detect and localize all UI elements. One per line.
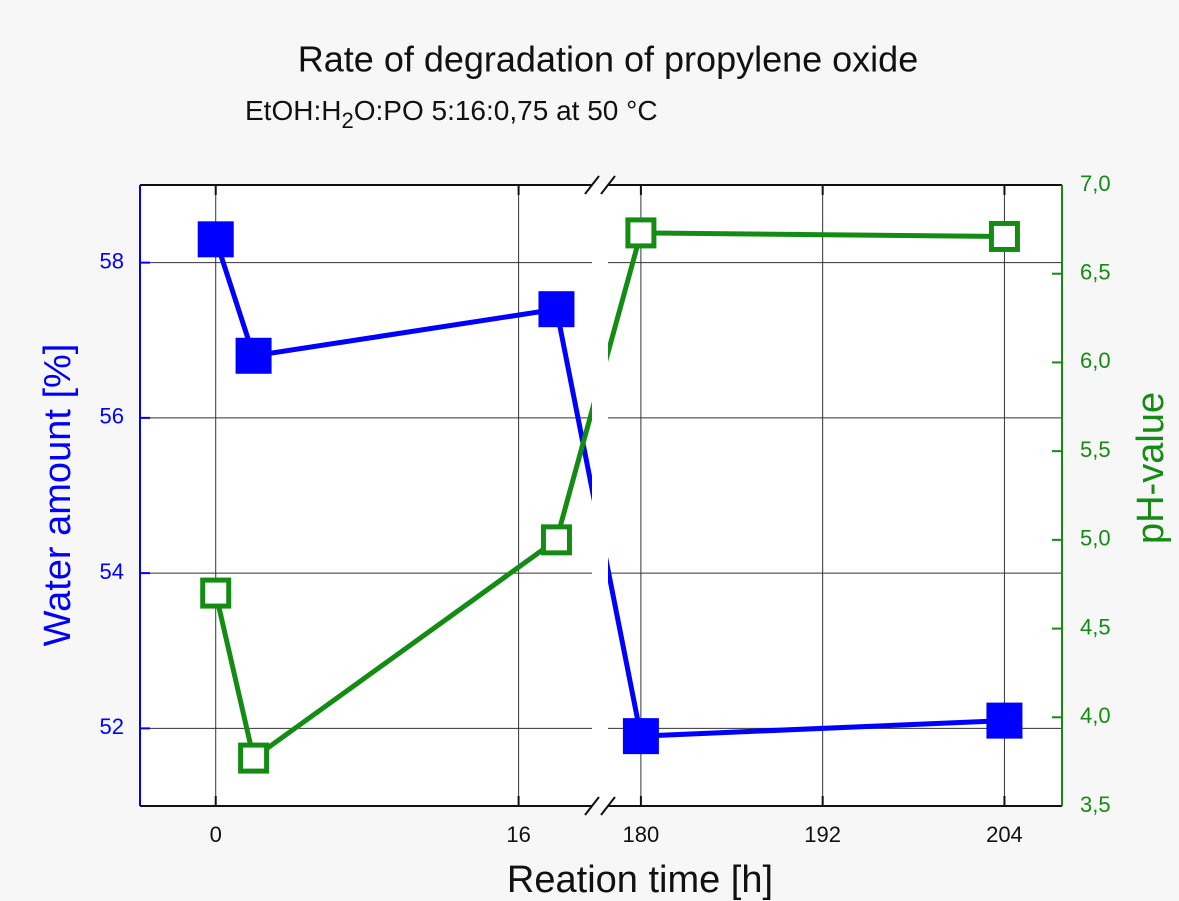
marker <box>540 524 572 556</box>
x-tick-label: 192 <box>804 822 841 847</box>
chart-title: Rate of degradation of propylene oxide <box>298 39 918 80</box>
marker <box>986 702 1023 739</box>
axis-break <box>592 183 608 808</box>
y2-tick-label: 6,0 <box>1080 348 1111 373</box>
y2-tick-label: 5,5 <box>1080 437 1111 462</box>
marker <box>238 742 270 774</box>
y2-tick-label: 5,0 <box>1080 526 1111 551</box>
break-mark <box>584 796 600 816</box>
marker <box>200 577 232 609</box>
y2-tick-label: 3,5 <box>1080 792 1111 817</box>
y-tick-label: 58 <box>100 248 124 273</box>
y2-axis-label: pH-value <box>1130 392 1172 544</box>
break-mark <box>600 175 616 195</box>
break-mark <box>600 796 616 816</box>
chart-subtitle: EtOH:H2O:PO 5:16:0,75 at 50 °C <box>245 95 658 132</box>
marker <box>622 718 659 755</box>
y-tick-label: 56 <box>100 404 124 429</box>
x-tick-label: 0 <box>210 822 222 847</box>
x-tick-label: 204 <box>986 822 1023 847</box>
y-tick-label: 54 <box>100 559 124 584</box>
y2-tick-label: 6,5 <box>1080 260 1111 285</box>
marker <box>197 221 234 258</box>
marker <box>625 217 657 249</box>
subtitle-part: O:PO 5:16:0,75 at 50 °C <box>354 95 658 126</box>
x-tick-label: 180 <box>623 822 660 847</box>
y2-tick-label: 7,0 <box>1080 171 1111 196</box>
marker <box>538 291 575 328</box>
x-tick-label: 16 <box>506 822 530 847</box>
subtitle-sub: 2 <box>341 108 353 133</box>
marker <box>988 220 1020 252</box>
y2-tick-label: 4,5 <box>1080 614 1111 639</box>
x-axis-label: Reation time [h] <box>507 859 773 901</box>
y-axis-label: Water amount [%] <box>37 344 79 647</box>
marker <box>235 337 272 374</box>
subtitle-part: EtOH:H <box>245 95 341 126</box>
y2-tick-label: 4,0 <box>1080 703 1111 728</box>
y-tick-label: 52 <box>100 714 124 739</box>
break-mark <box>584 175 600 195</box>
